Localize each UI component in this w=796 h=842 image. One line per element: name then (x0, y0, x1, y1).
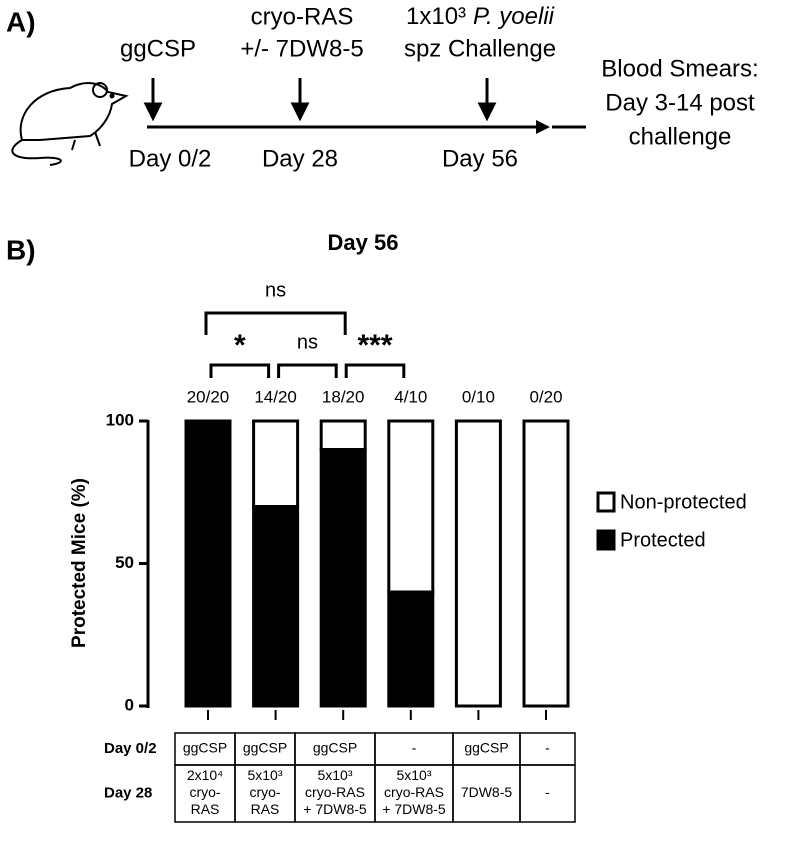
timepoint-label: Day 0/2 (129, 145, 212, 172)
table-cell-text: - (545, 784, 550, 800)
table-cell-text: + 7DW8-5 (382, 801, 446, 817)
boost-label: +/- 7DW8-5 (240, 35, 363, 62)
legend-swatch (596, 491, 616, 513)
mouse-icon (11, 82, 129, 166)
table-cell-text: ggCSP (464, 740, 508, 756)
readout-label: Day 3-14 post (605, 89, 755, 116)
bar-segment (522, 419, 570, 708)
table-cell-text: cryo- (249, 784, 280, 800)
significance-bracket (344, 363, 406, 378)
challenge-label: spz Challenge (404, 35, 556, 62)
y-tick-label: 100 (106, 410, 134, 429)
legend-label: Protected (620, 529, 706, 551)
count-label: 14/20 (254, 387, 297, 406)
count-label: 0/10 (462, 387, 495, 406)
readout-label: Blood Smears: (601, 55, 758, 82)
chart-title: Day 56 (328, 230, 399, 255)
bar-segment (252, 419, 300, 508)
table-cell-text: + 7DW8-5 (303, 801, 367, 817)
timepoint-label: Day 56 (442, 145, 518, 172)
table-cell-text: 5x10³ (396, 767, 431, 783)
timeline-arrowhead (536, 120, 550, 134)
legend-swatch (596, 529, 616, 551)
timepoint-label: Day 28 (262, 145, 338, 172)
table-cell-text: RAS (251, 801, 280, 817)
count-label: 20/20 (187, 387, 230, 406)
challenge-species: P. yoelii (473, 3, 555, 30)
legend-label: Non-protected (620, 491, 747, 513)
table-cell-text: 2x10⁴ (187, 767, 223, 783)
count-label: 0/20 (529, 387, 562, 406)
panel-label: A) (6, 6, 36, 37)
table-cell (519, 764, 576, 823)
y-tick-label: 0 (125, 695, 134, 714)
bar-segment (387, 419, 435, 594)
count-label: 4/10 (394, 387, 427, 406)
bar-segment (319, 448, 367, 708)
row-header: Day 28 (104, 784, 152, 801)
challenge-label: 1x10³ P. yoelii (406, 3, 555, 30)
prime-label: ggCSP (120, 35, 196, 62)
event-arrows (143, 78, 497, 122)
table-cell-text: ggCSP (243, 740, 287, 756)
bar-segment (184, 419, 232, 708)
table-cell-text: cryo-RAS (305, 784, 365, 800)
significance-label: * (234, 329, 246, 362)
readout-label: challenge (629, 123, 732, 150)
table-cell-text: 7DW8-5 (461, 784, 513, 800)
table-cell-text: ggCSP (183, 740, 227, 756)
significance-bracket (209, 363, 271, 378)
table-cell-text: ggCSP (313, 740, 357, 756)
y-axis-label: Protected Mice (%) (69, 478, 90, 648)
count-label: 18/20 (322, 387, 365, 406)
table-cell-text: cryo-RAS (384, 784, 444, 800)
table-cell-text: 5x10³ (317, 767, 352, 783)
bar-segment (387, 590, 435, 708)
bar-segment (252, 505, 300, 708)
table-cell-text: RAS (191, 801, 220, 817)
table-cell-text: - (412, 740, 417, 756)
table-cell-text: - (545, 740, 550, 756)
boost-label: cryo-RAS (251, 3, 354, 30)
table-cell-text: 5x10³ (247, 767, 282, 783)
challenge-dose: 1x10³ (406, 3, 466, 30)
significance-label: ns (265, 279, 286, 301)
panel-label: B) (6, 234, 36, 265)
significance-label: ns (297, 331, 318, 353)
bar-segment (319, 419, 367, 451)
bar-segment (454, 419, 502, 708)
row-header: Day 0/2 (104, 740, 157, 757)
significance-label: *** (357, 329, 392, 362)
significance-bracket (277, 363, 338, 378)
table-cell-text: cryo- (189, 784, 220, 800)
significance-bracket (204, 311, 347, 335)
y-tick-label: 50 (115, 553, 134, 572)
